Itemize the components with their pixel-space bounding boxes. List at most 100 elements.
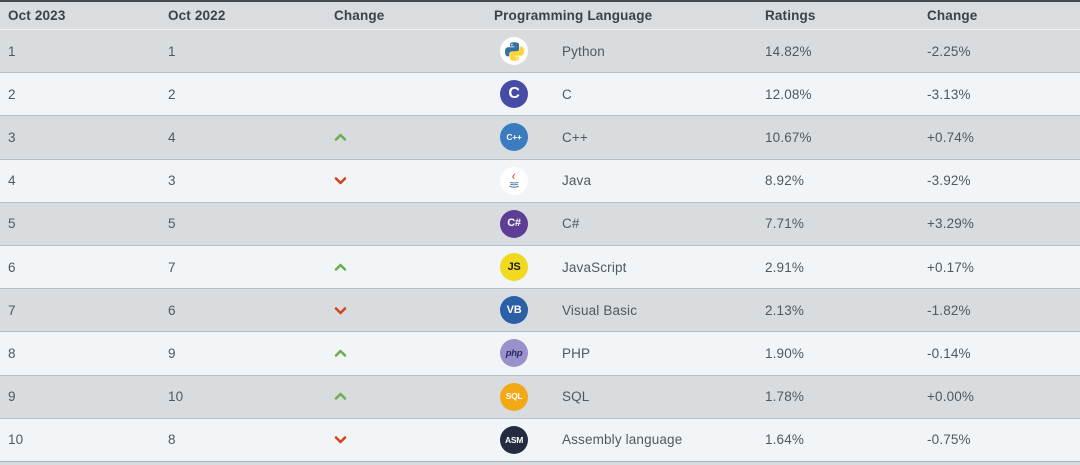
rank-previous: 7	[168, 259, 176, 275]
language-cell: Java	[486, 160, 757, 202]
ratings-value: 8.92%	[765, 173, 805, 189]
ratings-value: 2.91%	[765, 259, 805, 275]
java-logo-glyph	[509, 172, 520, 188]
rank-previous: 1	[168, 43, 176, 59]
ratings-value: 2.13%	[765, 302, 805, 318]
table-row: 6 7 JS JavaScript 2.91% +0.17%	[0, 244, 1080, 289]
java-icon	[500, 166, 528, 195]
language-cell: JS JavaScript	[486, 246, 757, 288]
language-cell: VB Visual Basic	[486, 289, 757, 331]
language-icon-label: VB	[506, 303, 522, 316]
table-row: 3 4 C++ C++ 10.67% +0.74%	[0, 115, 1080, 159]
table-row: 7 6 VB Visual Basic 2.13% -1.82%	[0, 288, 1080, 332]
language-name: C	[562, 86, 572, 102]
language-icon-label: JS	[507, 260, 521, 273]
rank-previous: 4	[168, 129, 176, 145]
ratings-value: 7.71%	[765, 216, 805, 232]
language-name: C#	[562, 216, 580, 232]
rank-current: 6	[8, 259, 16, 275]
ratings-change: -0.75%	[927, 432, 971, 448]
rank-current: 1	[8, 43, 16, 59]
language-cell: SQL SQL	[486, 376, 757, 418]
rank-change-cell	[326, 246, 486, 288]
rank-change-cell	[326, 160, 486, 202]
rank-current: 9	[8, 389, 16, 405]
rank-change-cell	[326, 289, 486, 331]
language-icon-label: C	[508, 85, 520, 103]
rank-current: 8	[8, 345, 16, 361]
column-header-ratings-change: Change	[927, 8, 978, 23]
ratings-change: -2.25%	[927, 43, 971, 59]
next-row-sliver	[0, 460, 1080, 465]
language-name: Java	[562, 173, 592, 189]
language-name: SQL	[562, 389, 590, 405]
rank-current: 2	[8, 86, 16, 102]
language-name: Assembly language	[562, 432, 683, 448]
language-name: PHP	[562, 345, 591, 361]
ratings-value: 12.08%	[765, 86, 812, 102]
rank-up-icon	[334, 392, 347, 401]
language-name: C++	[562, 129, 588, 145]
python-icon	[500, 37, 528, 66]
column-header-programming-language: Programming Language	[494, 8, 653, 23]
rank-current: 3	[8, 129, 16, 145]
assembly-icon: ASM	[500, 425, 528, 454]
rank-previous: 5	[168, 216, 176, 232]
ratings-change: -3.92%	[927, 173, 971, 189]
table-row: 9 10 SQL SQL 1.78% +0.00%	[0, 374, 1080, 418]
cpp-icon: C++	[500, 123, 528, 152]
csharp-icon: C#	[500, 209, 528, 238]
rank-change-cell	[326, 332, 486, 374]
language-name: Visual Basic	[562, 302, 638, 318]
python-logo-glyph	[504, 41, 524, 61]
rank-down-icon	[334, 435, 347, 444]
language-name: JavaScript	[562, 259, 627, 275]
table-row: 5 5 C# C# 7.71% +3.29%	[0, 201, 1080, 245]
rank-change-cell	[326, 376, 486, 418]
sql-icon: SQL	[500, 382, 528, 411]
rank-previous: 10	[168, 389, 184, 405]
rank-change-cell	[326, 30, 486, 72]
rank-previous: 8	[168, 432, 176, 448]
ratings-change: +0.17%	[927, 259, 975, 275]
table-row: 2 2 C C 12.08% -3.13%	[0, 72, 1080, 116]
table-body: 1 1 Python 14.82% -2.25% 2 2 C C 12.08% …	[0, 29, 1080, 461]
rank-previous: 6	[168, 302, 176, 318]
rank-previous: 9	[168, 345, 176, 361]
rank-down-icon	[334, 306, 347, 315]
column-header-oct-2022: Oct 2022	[168, 8, 226, 23]
table-header-row: Oct 2023 Oct 2022 Change Programming Lan…	[0, 2, 1080, 29]
javascript-icon: JS	[500, 253, 528, 282]
rank-change-cell	[326, 419, 486, 461]
rank-up-icon	[334, 349, 347, 358]
language-icon-label: C++	[506, 132, 522, 143]
language-cell: php PHP	[486, 332, 757, 374]
php-icon: php	[500, 339, 528, 368]
rank-change-cell	[326, 203, 486, 245]
table-row: 10 8 ASM Assembly language 1.64% -0.75%	[0, 417, 1080, 461]
rank-up-icon	[334, 133, 347, 142]
ratings-change: -0.14%	[927, 345, 971, 361]
language-cell: C C	[486, 73, 757, 115]
ratings-change: -3.13%	[927, 86, 971, 102]
ratings-value: 1.78%	[765, 389, 805, 405]
rank-current: 5	[8, 216, 16, 232]
ratings-change: -1.82%	[927, 302, 971, 318]
ratings-value: 14.82%	[765, 43, 812, 59]
visual-basic-icon: VB	[500, 296, 528, 325]
rank-previous: 2	[168, 86, 176, 102]
language-icon-label: C#	[507, 217, 521, 230]
ratings-change: +3.29%	[927, 216, 975, 232]
table-row: 8 9 php PHP 1.90% -0.14%	[0, 331, 1080, 375]
language-name: Python	[562, 43, 605, 59]
ratings-value: 1.64%	[765, 432, 805, 448]
ratings-change: +0.74%	[927, 129, 975, 145]
language-cell: C++ C++	[486, 116, 757, 158]
rank-down-icon	[334, 176, 347, 185]
rank-current: 10	[8, 432, 24, 448]
language-cell: Python	[486, 30, 757, 72]
table-row: 4 3 Java 8.92% -3.92%	[0, 158, 1080, 202]
ratings-value: 1.90%	[765, 345, 805, 361]
column-header-ratings: Ratings	[765, 8, 816, 23]
